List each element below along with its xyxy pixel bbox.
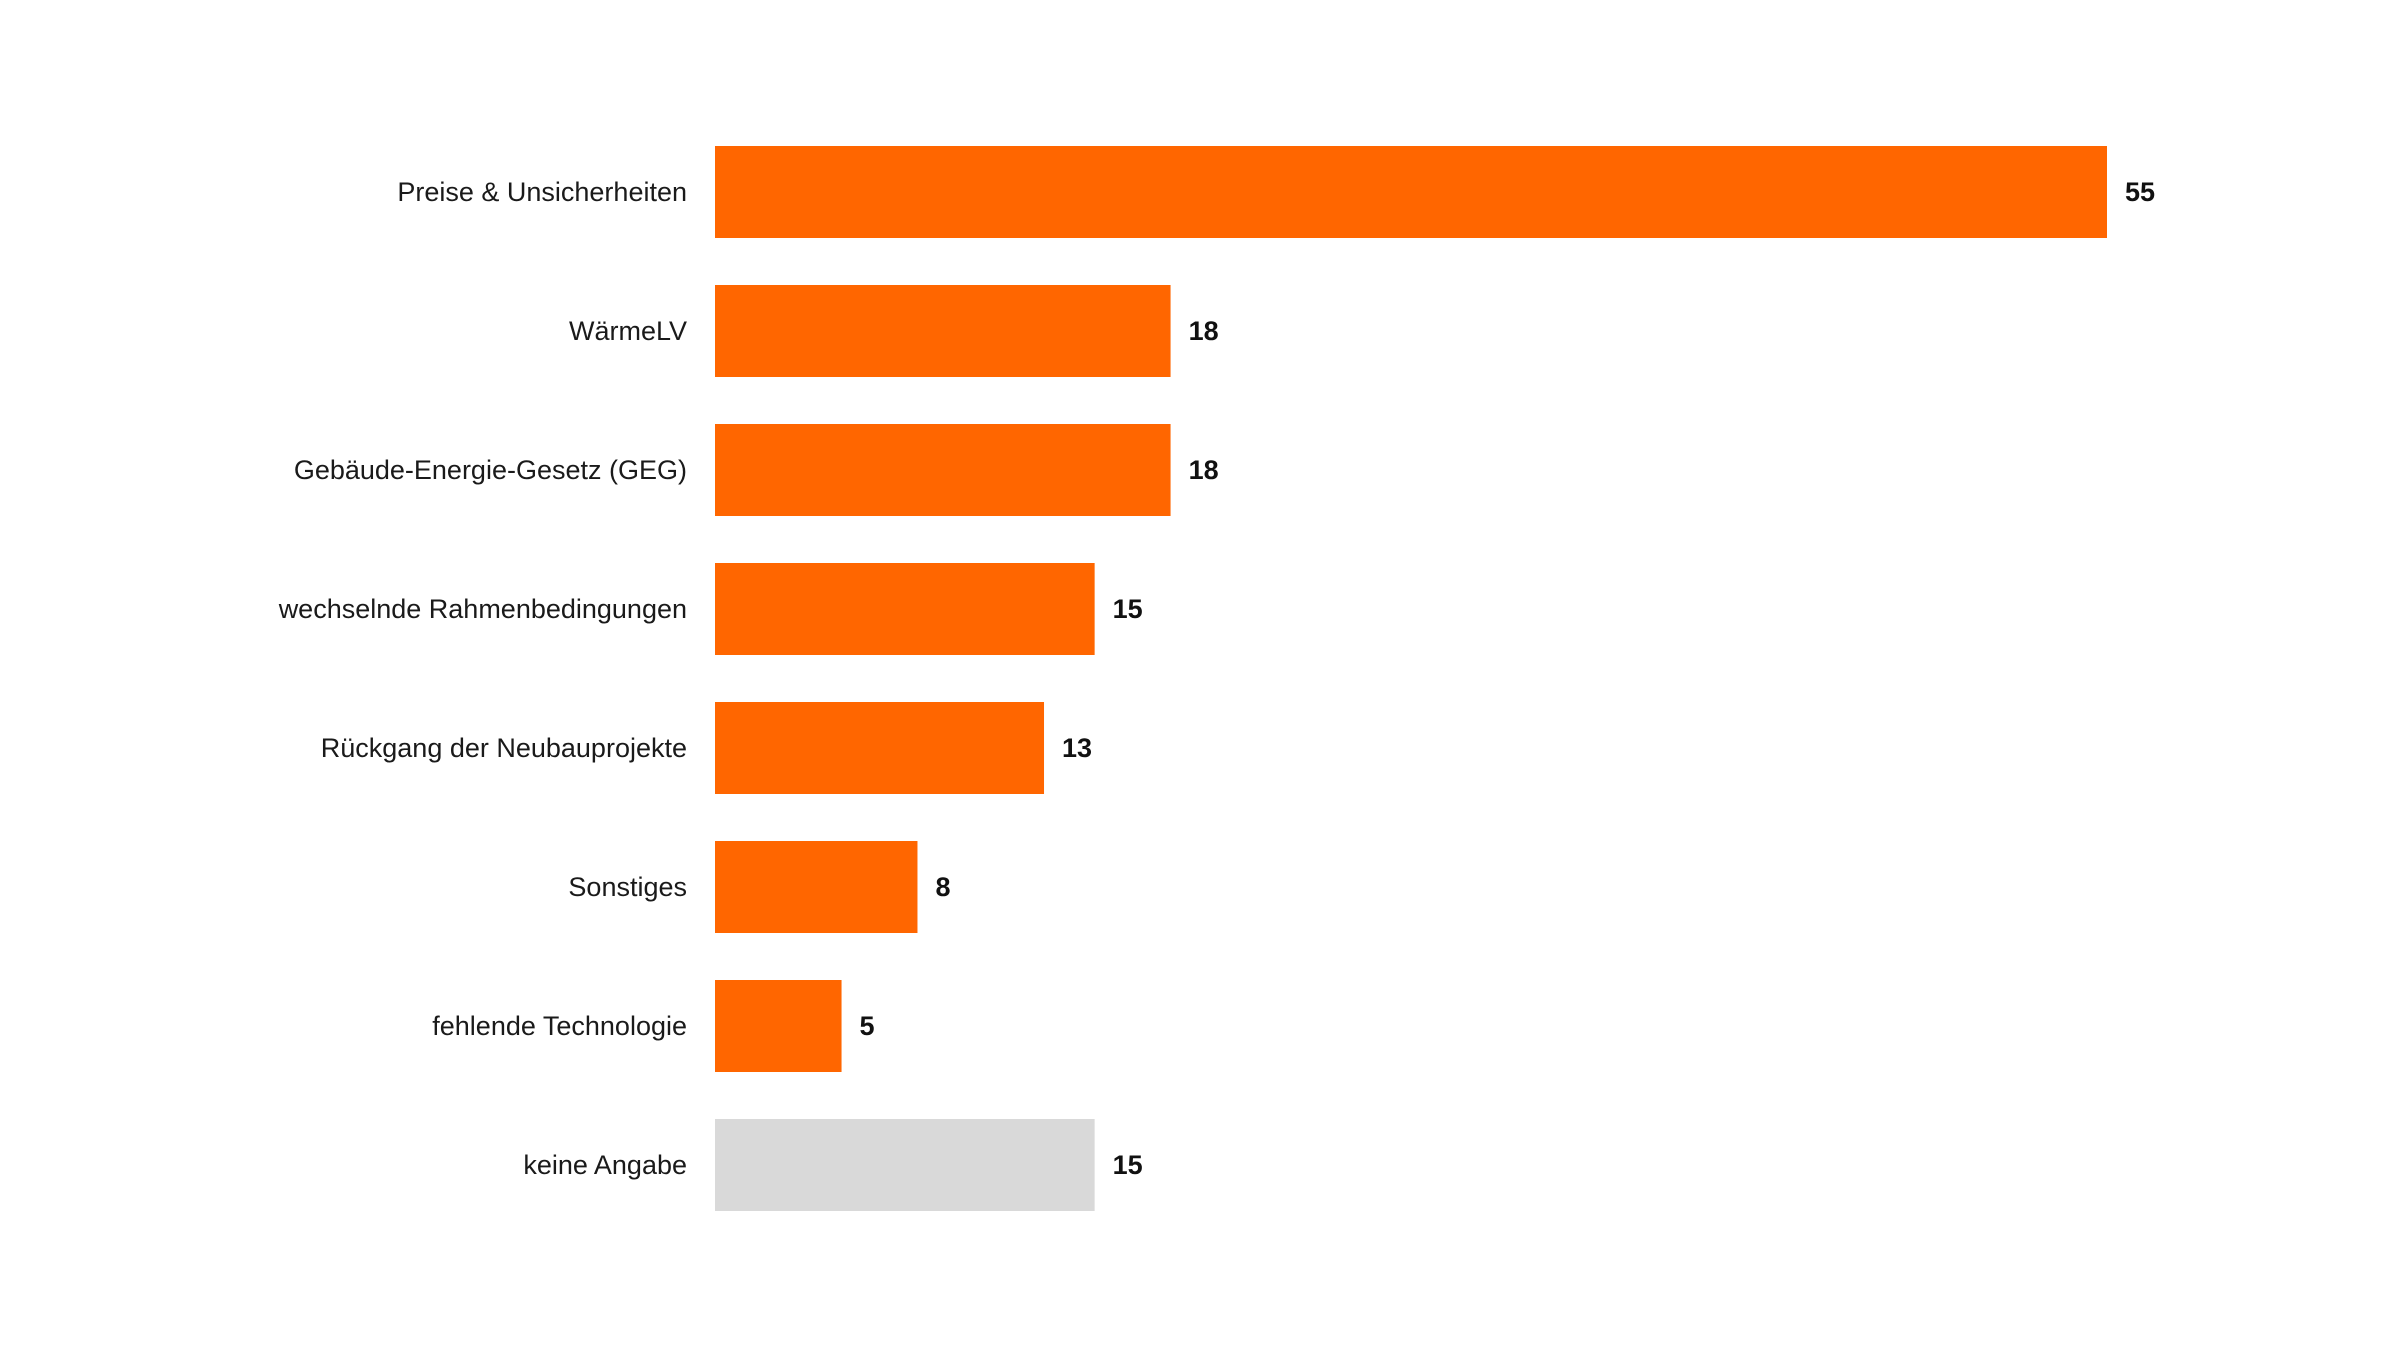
bar [715,146,2107,238]
bar [715,1119,1095,1211]
bar-row: Sonstiges 8 [568,841,951,933]
value-label: 5 [860,1011,875,1041]
bar [715,841,918,933]
bar-row: Rückgang der Neubauprojekte 13 [321,702,1092,794]
bar-row: wechselnde Rahmenbedingungen 15 [278,563,1143,655]
category-label: Rückgang der Neubauprojekte [321,733,687,763]
category-label: keine Angabe [523,1150,687,1180]
bar [715,424,1171,516]
value-label: 18 [1189,455,1219,485]
category-label: WärmeLV [569,316,687,346]
bar [715,563,1095,655]
value-label: 13 [1062,733,1092,763]
bar-row: fehlende Technologie 5 [432,980,875,1072]
value-label: 18 [1189,316,1219,346]
value-label: 15 [1113,1150,1143,1180]
bar [715,702,1045,794]
bar-row: Gebäude-Energie-Gesetz (GEG) 18 [294,424,1219,516]
bar [715,285,1171,377]
bar [715,980,842,1072]
category-label: Gebäude-Energie-Gesetz (GEG) [294,455,687,485]
value-label: 15 [1113,594,1143,624]
category-label: Preise & Unsicherheiten [397,177,687,207]
category-label: fehlende Technologie [432,1011,687,1041]
value-label: 8 [935,872,950,902]
value-label: 55 [2125,177,2155,207]
bar-row: WärmeLV 18 [569,285,1219,377]
bar-row: Preise & Unsicherheiten 55 [397,146,2155,238]
bar-row: keine Angabe 15 [523,1119,1143,1211]
category-label: wechselnde Rahmenbedingungen [278,594,687,624]
category-label: Sonstiges [568,872,687,902]
